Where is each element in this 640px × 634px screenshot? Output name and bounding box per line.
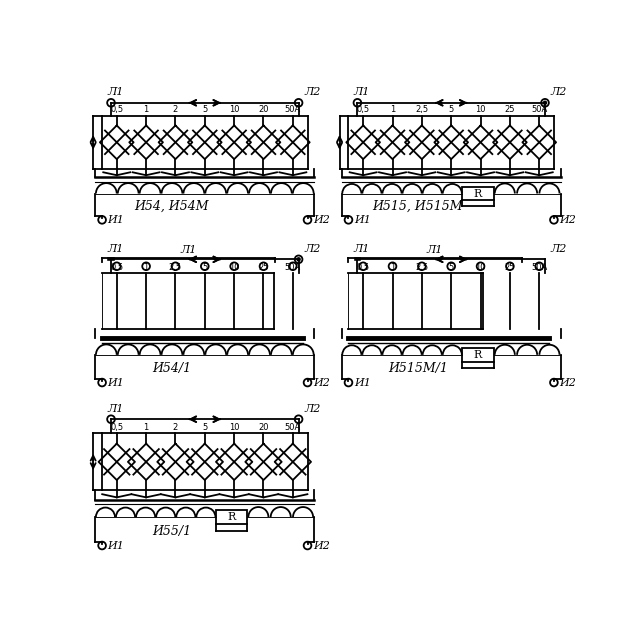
Text: И2: И2	[313, 377, 330, 387]
Text: R: R	[474, 350, 482, 360]
Text: 2,5: 2,5	[169, 262, 182, 271]
Circle shape	[543, 101, 547, 105]
Text: 25: 25	[259, 262, 269, 271]
Text: R: R	[474, 188, 482, 198]
Text: 0,5: 0,5	[110, 105, 124, 114]
Text: 1: 1	[390, 262, 395, 271]
Text: И1: И1	[108, 541, 124, 550]
Text: И2: И2	[559, 215, 576, 225]
Text: И2: И2	[313, 215, 330, 225]
Text: И1: И1	[108, 215, 124, 225]
Text: 50А: 50А	[531, 262, 547, 271]
Text: Л1: Л1	[353, 244, 370, 254]
Text: 10: 10	[476, 262, 486, 271]
Text: 2: 2	[173, 105, 178, 114]
Text: 0,5: 0,5	[356, 105, 370, 114]
Text: И2: И2	[559, 377, 576, 387]
Text: 0,5: 0,5	[110, 262, 124, 271]
Text: И54, И54М: И54, И54М	[134, 200, 209, 213]
Text: И55/1: И55/1	[152, 525, 191, 538]
Text: 50А: 50А	[285, 105, 301, 114]
Text: И1: И1	[354, 377, 371, 387]
Text: 0,5: 0,5	[356, 262, 370, 271]
Text: И515М/1: И515М/1	[388, 362, 447, 375]
Text: 50А: 50А	[285, 423, 301, 432]
Text: 20: 20	[259, 105, 269, 114]
Text: И515, И515М: И515, И515М	[372, 200, 463, 213]
Text: Л1: Л1	[427, 245, 444, 256]
Text: И54/1: И54/1	[152, 362, 191, 375]
Text: 10: 10	[229, 262, 239, 271]
Text: Л1: Л1	[353, 87, 370, 98]
Text: Л1: Л1	[107, 404, 124, 414]
Text: Л2: Л2	[304, 87, 321, 98]
Text: 1: 1	[143, 423, 148, 432]
Text: 50А: 50А	[285, 262, 301, 271]
Text: Л1: Л1	[107, 244, 124, 254]
Text: 5: 5	[449, 105, 454, 114]
Text: 1: 1	[390, 105, 395, 114]
Text: 25: 25	[505, 105, 515, 114]
Text: 5: 5	[202, 105, 207, 114]
Text: 10: 10	[229, 423, 239, 432]
Bar	[216, 510, 247, 524]
Text: Л2: Л2	[550, 87, 567, 98]
Text: И2: И2	[313, 541, 330, 550]
Bar	[462, 348, 493, 362]
Text: Л2: Л2	[550, 244, 567, 254]
Text: 2: 2	[173, 423, 178, 432]
Text: 10: 10	[229, 105, 239, 114]
Text: 50А: 50А	[531, 105, 547, 114]
Text: 1: 1	[143, 105, 148, 114]
Text: И1: И1	[108, 377, 124, 387]
Text: 25: 25	[505, 262, 515, 271]
Text: 5: 5	[449, 262, 454, 271]
Text: 0,5: 0,5	[110, 423, 124, 432]
Text: 5: 5	[202, 262, 207, 271]
Text: 2,5: 2,5	[415, 262, 428, 271]
Text: Л2: Л2	[304, 404, 321, 414]
Text: 1: 1	[143, 262, 148, 271]
Text: 5: 5	[202, 423, 207, 432]
Circle shape	[297, 258, 300, 261]
Text: Л2: Л2	[304, 244, 321, 254]
Text: 2,5: 2,5	[415, 105, 428, 114]
Text: Л1: Л1	[180, 245, 197, 256]
Text: И1: И1	[354, 215, 371, 225]
Bar	[462, 187, 493, 200]
Text: Л1: Л1	[107, 87, 124, 98]
Text: 10: 10	[476, 105, 486, 114]
Text: R: R	[227, 512, 236, 522]
Text: 20: 20	[259, 423, 269, 432]
